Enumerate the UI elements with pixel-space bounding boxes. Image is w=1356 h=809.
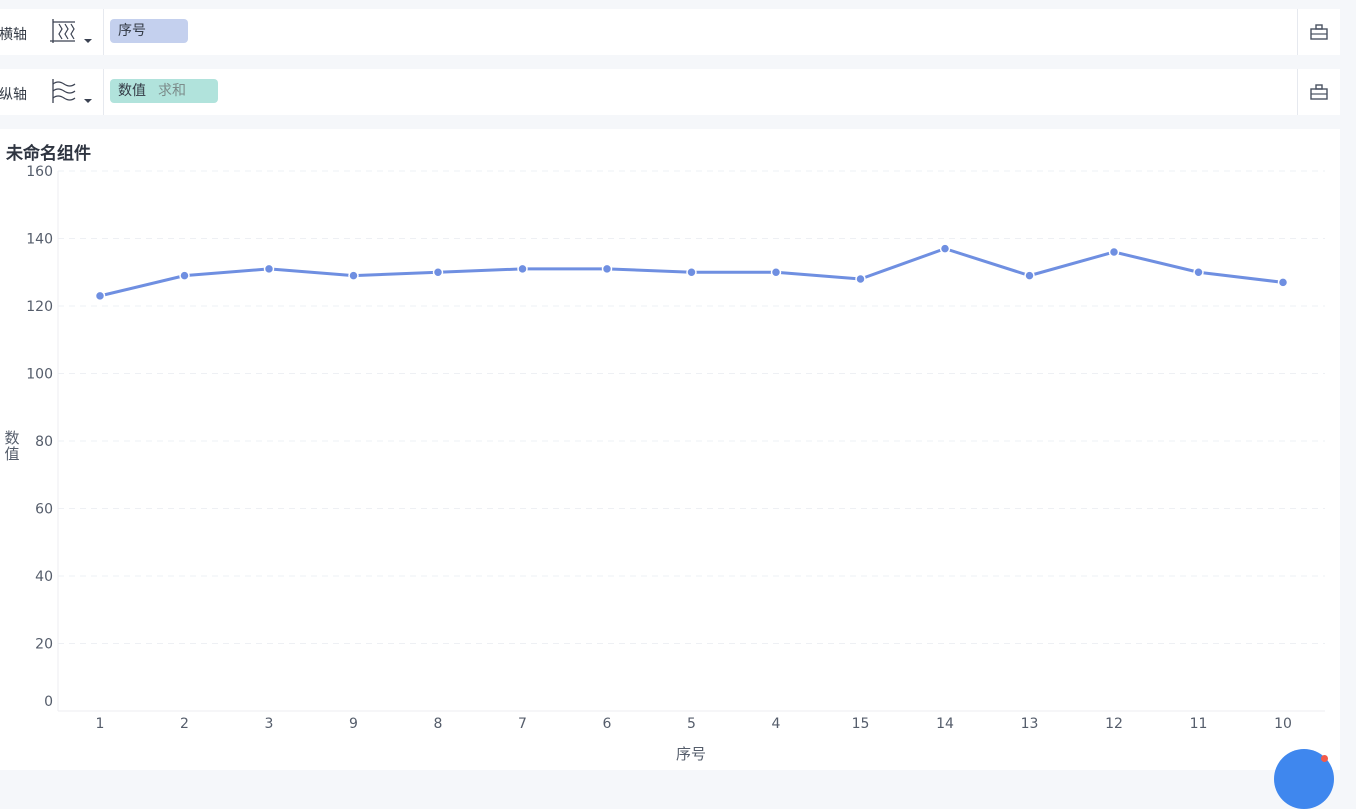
y-axis-type-icon (52, 79, 92, 103)
data-point (94, 290, 106, 302)
y-axis-field-pill[interactable]: 数值 求和 (110, 79, 218, 103)
x-tick-label: 15 (852, 716, 870, 732)
x-tick-label: 4 (772, 716, 781, 732)
data-point (939, 243, 951, 254)
data-point (1193, 267, 1204, 278)
y-axis-label: 纵轴 (0, 87, 27, 103)
data-point (686, 267, 697, 278)
chevron-down-icon (84, 39, 92, 43)
divider (103, 9, 104, 55)
x-tick-label: 12 (1105, 716, 1123, 732)
data-point (263, 263, 275, 275)
y-tick-label: 0 (44, 694, 53, 710)
notification-dot (1321, 755, 1328, 762)
y-axis-field-name: 数值 (118, 83, 146, 99)
x-axis-title: 序号 (676, 745, 706, 763)
y-tick-label: 160 (26, 164, 53, 180)
data-point (601, 263, 613, 275)
data-point (1277, 277, 1289, 288)
chart-panel: 未命名组件 (0, 129, 1340, 770)
y-tick-label: 60 (35, 502, 53, 518)
divider (103, 69, 104, 115)
x-tick-label: 11 (1190, 716, 1208, 732)
x-tick-label: 3 (265, 716, 274, 732)
x-tick-label: 14 (936, 716, 954, 732)
settings-panel-icon (1310, 24, 1328, 40)
y-tick-label: 20 (35, 637, 53, 653)
y-tick-label: 140 (26, 232, 53, 248)
x-axis-type-dropdown[interactable] (48, 15, 96, 49)
x-tick-label: 2 (180, 716, 189, 732)
y-tick-label: 120 (26, 299, 53, 315)
settings-panel-icon (1310, 84, 1328, 100)
x-tick-label: 10 (1274, 716, 1292, 732)
x-axis-settings-button[interactable] (1308, 21, 1330, 43)
x-axis-type-icon (50, 19, 92, 43)
chevron-down-icon (84, 99, 92, 103)
data-point (1108, 246, 1120, 258)
y-axis-title-char: 数 (4, 429, 19, 447)
x-axis-config-bar: 横轴 序号 (0, 9, 1340, 55)
y-axis-settings-button[interactable] (1308, 81, 1330, 103)
y-axis-title-char: 值 (4, 445, 19, 463)
x-tick-label: 7 (518, 716, 527, 732)
y-axis-type-dropdown[interactable] (48, 75, 96, 109)
x-tick-label: 9 (349, 716, 358, 732)
divider (1297, 9, 1298, 55)
data-point (517, 263, 528, 275)
data-point (432, 267, 444, 278)
data-point (348, 270, 359, 281)
data-point (855, 273, 866, 285)
x-tick-label: 5 (687, 716, 696, 732)
chart-title: 未命名组件 (6, 144, 91, 164)
divider (1297, 69, 1298, 115)
x-tick-label: 6 (603, 716, 612, 732)
y-tick-label: 80 (35, 434, 53, 450)
x-tick-label: 13 (1021, 716, 1039, 732)
x-tick-label: 8 (434, 716, 443, 732)
x-tick-label: 1 (96, 716, 105, 732)
data-point (770, 267, 782, 278)
y-axis-config-bar: 纵轴 数值 求和 (0, 69, 1340, 115)
data-point (179, 270, 190, 281)
y-tick-label: 40 (35, 569, 53, 585)
y-tick-label: 100 (26, 367, 53, 383)
data-point (1024, 270, 1035, 281)
x-axis-field-pill[interactable]: 序号 (110, 19, 188, 43)
y-axis-aggregation[interactable]: 求和 (158, 83, 186, 99)
x-axis-label: 横轴 (0, 27, 27, 43)
